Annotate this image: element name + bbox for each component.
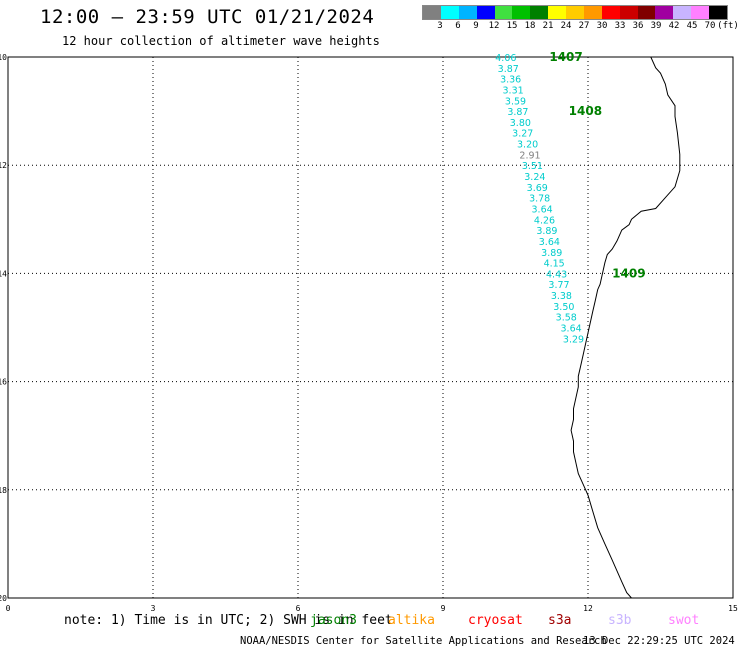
scale-label: 45 <box>686 21 698 31</box>
scale-label: 27 <box>578 21 590 31</box>
wave-height-color-scale: 3 6 9 12 15 18 21 24 27 30 33 36 39 42 45 70 (ft) <box>422 5 739 35</box>
scale-swatch <box>709 6 727 19</box>
pass-time-label: 1407 <box>549 50 582 64</box>
wave-height-value: 3.27 <box>512 129 533 140</box>
wave-height-value: 4.15 <box>544 259 565 270</box>
scale-label: 9 <box>473 21 479 31</box>
wave-height-value: 4.06 <box>495 53 516 64</box>
wave-height-value: 4.43 <box>546 269 567 280</box>
wave-height-value: 2.91 <box>519 150 540 161</box>
y-tick-label: -18 <box>0 486 7 495</box>
scale-swatch <box>566 6 584 19</box>
x-tick-label: 12 <box>583 604 593 613</box>
wave-height-value: 3.38 <box>551 291 572 302</box>
wave-height-value: 3.78 <box>529 194 550 205</box>
wave-height-value: 3.24 <box>524 172 545 183</box>
wave-height-value: 3.51 <box>522 161 543 172</box>
scale-label: 39 <box>650 21 662 31</box>
x-tick-label: 0 <box>6 604 11 613</box>
wave-height-value: 3.64 <box>532 204 553 215</box>
scale-label: 36 <box>632 21 644 31</box>
scale-swatch <box>637 6 656 19</box>
wave-height-value: 3.69 <box>527 183 548 194</box>
wave-height-value: 3.87 <box>498 64 519 75</box>
pass-time-label: 1408 <box>569 104 602 118</box>
scale-label: 21 <box>542 21 554 31</box>
map-subtitle: 12 hour collection of altimeter wave hei… <box>62 34 380 48</box>
satellite-swot: swot <box>668 613 700 628</box>
scale-label: 15 <box>506 21 518 31</box>
scale-label: (ft) <box>717 21 739 31</box>
scale-swatch <box>548 6 566 19</box>
credit-line: NOAA/NESDIS Center for Satellite Applica… <box>240 635 607 647</box>
scale-swatch <box>673 6 692 19</box>
wave-height-value: 3.31 <box>503 85 524 96</box>
wave-height-value: 3.36 <box>500 75 521 86</box>
scale-swatch <box>458 6 477 19</box>
wave-height-value: 3.77 <box>548 280 569 291</box>
scale-label: 6 <box>455 21 461 31</box>
scale-swatch <box>494 6 513 19</box>
color-scale-bar <box>422 5 728 20</box>
scale-label: 24 <box>560 21 572 31</box>
wave-height-value: 3.58 <box>556 313 577 324</box>
scale-label: 18 <box>524 21 536 31</box>
wave-height-value: 3.87 <box>507 107 528 118</box>
x-tick-label: 15 <box>728 604 738 613</box>
map-frame <box>7 56 734 599</box>
scale-swatch <box>601 6 620 19</box>
wave-height-value: 3.80 <box>510 118 531 129</box>
scale-swatch <box>476 6 495 19</box>
scale-label: 70 <box>704 21 716 31</box>
color-scale-labels: 3 6 9 12 15 18 21 24 27 30 33 36 39 42 45 70 (ft) <box>422 20 739 34</box>
scale-swatch <box>619 6 638 19</box>
pass-time-label: 1409 <box>612 266 645 280</box>
satellite-s3b: s3b <box>608 613 632 628</box>
y-tick-label: -12 <box>0 161 7 170</box>
coastline <box>570 56 681 599</box>
scale-swatch <box>530 6 549 19</box>
scale-label: 33 <box>614 21 626 31</box>
satellite-s3a: s3a <box>548 613 572 628</box>
y-tick-label: -14 <box>0 269 7 278</box>
wave-height-value: 3.89 <box>536 226 557 237</box>
x-tick-label: 3 <box>151 604 156 613</box>
y-tick-label: -20 <box>0 594 7 603</box>
x-tick-label: 6 <box>296 604 301 613</box>
scale-swatch <box>691 6 709 19</box>
y-tick-label: -10 <box>0 53 7 62</box>
wave-height-value: 3.89 <box>541 248 562 259</box>
scale-label: 30 <box>596 21 608 31</box>
scale-label: 3 <box>437 21 443 31</box>
wave-height-value: 3.64 <box>561 324 582 335</box>
scale-label: 12 <box>488 21 500 31</box>
generation-timestamp: 13 Dec 22:29:25 UTC 2024 <box>583 635 735 647</box>
wave-height-value: 4.26 <box>534 215 555 226</box>
satellite-jason3: jason3 <box>310 613 357 628</box>
wave-height-value: 3.59 <box>505 96 526 107</box>
scale-swatch <box>583 6 602 19</box>
footer-note: note: 1) Time is in UTC; 2) SWH is in fe… <box>64 613 393 628</box>
scale-swatch <box>440 6 459 19</box>
wave-height-value: 3.50 <box>553 302 574 313</box>
scale-label: 42 <box>668 21 680 31</box>
scale-swatch <box>655 6 674 19</box>
satellite-cryosat: cryosat <box>468 613 523 628</box>
wave-height-value: 3.20 <box>517 140 538 151</box>
y-tick-label: -16 <box>0 378 7 387</box>
scale-swatch <box>423 6 441 19</box>
wave-height-value: 3.64 <box>539 237 560 248</box>
satellite-altika: altika <box>388 613 435 628</box>
scale-swatch <box>512 6 531 19</box>
map-title: 12:00 – 23:59 UTC 01/21/2024 <box>40 6 375 28</box>
x-tick-label: 9 <box>441 604 446 613</box>
wave-height-value: 3.29 <box>563 334 584 345</box>
